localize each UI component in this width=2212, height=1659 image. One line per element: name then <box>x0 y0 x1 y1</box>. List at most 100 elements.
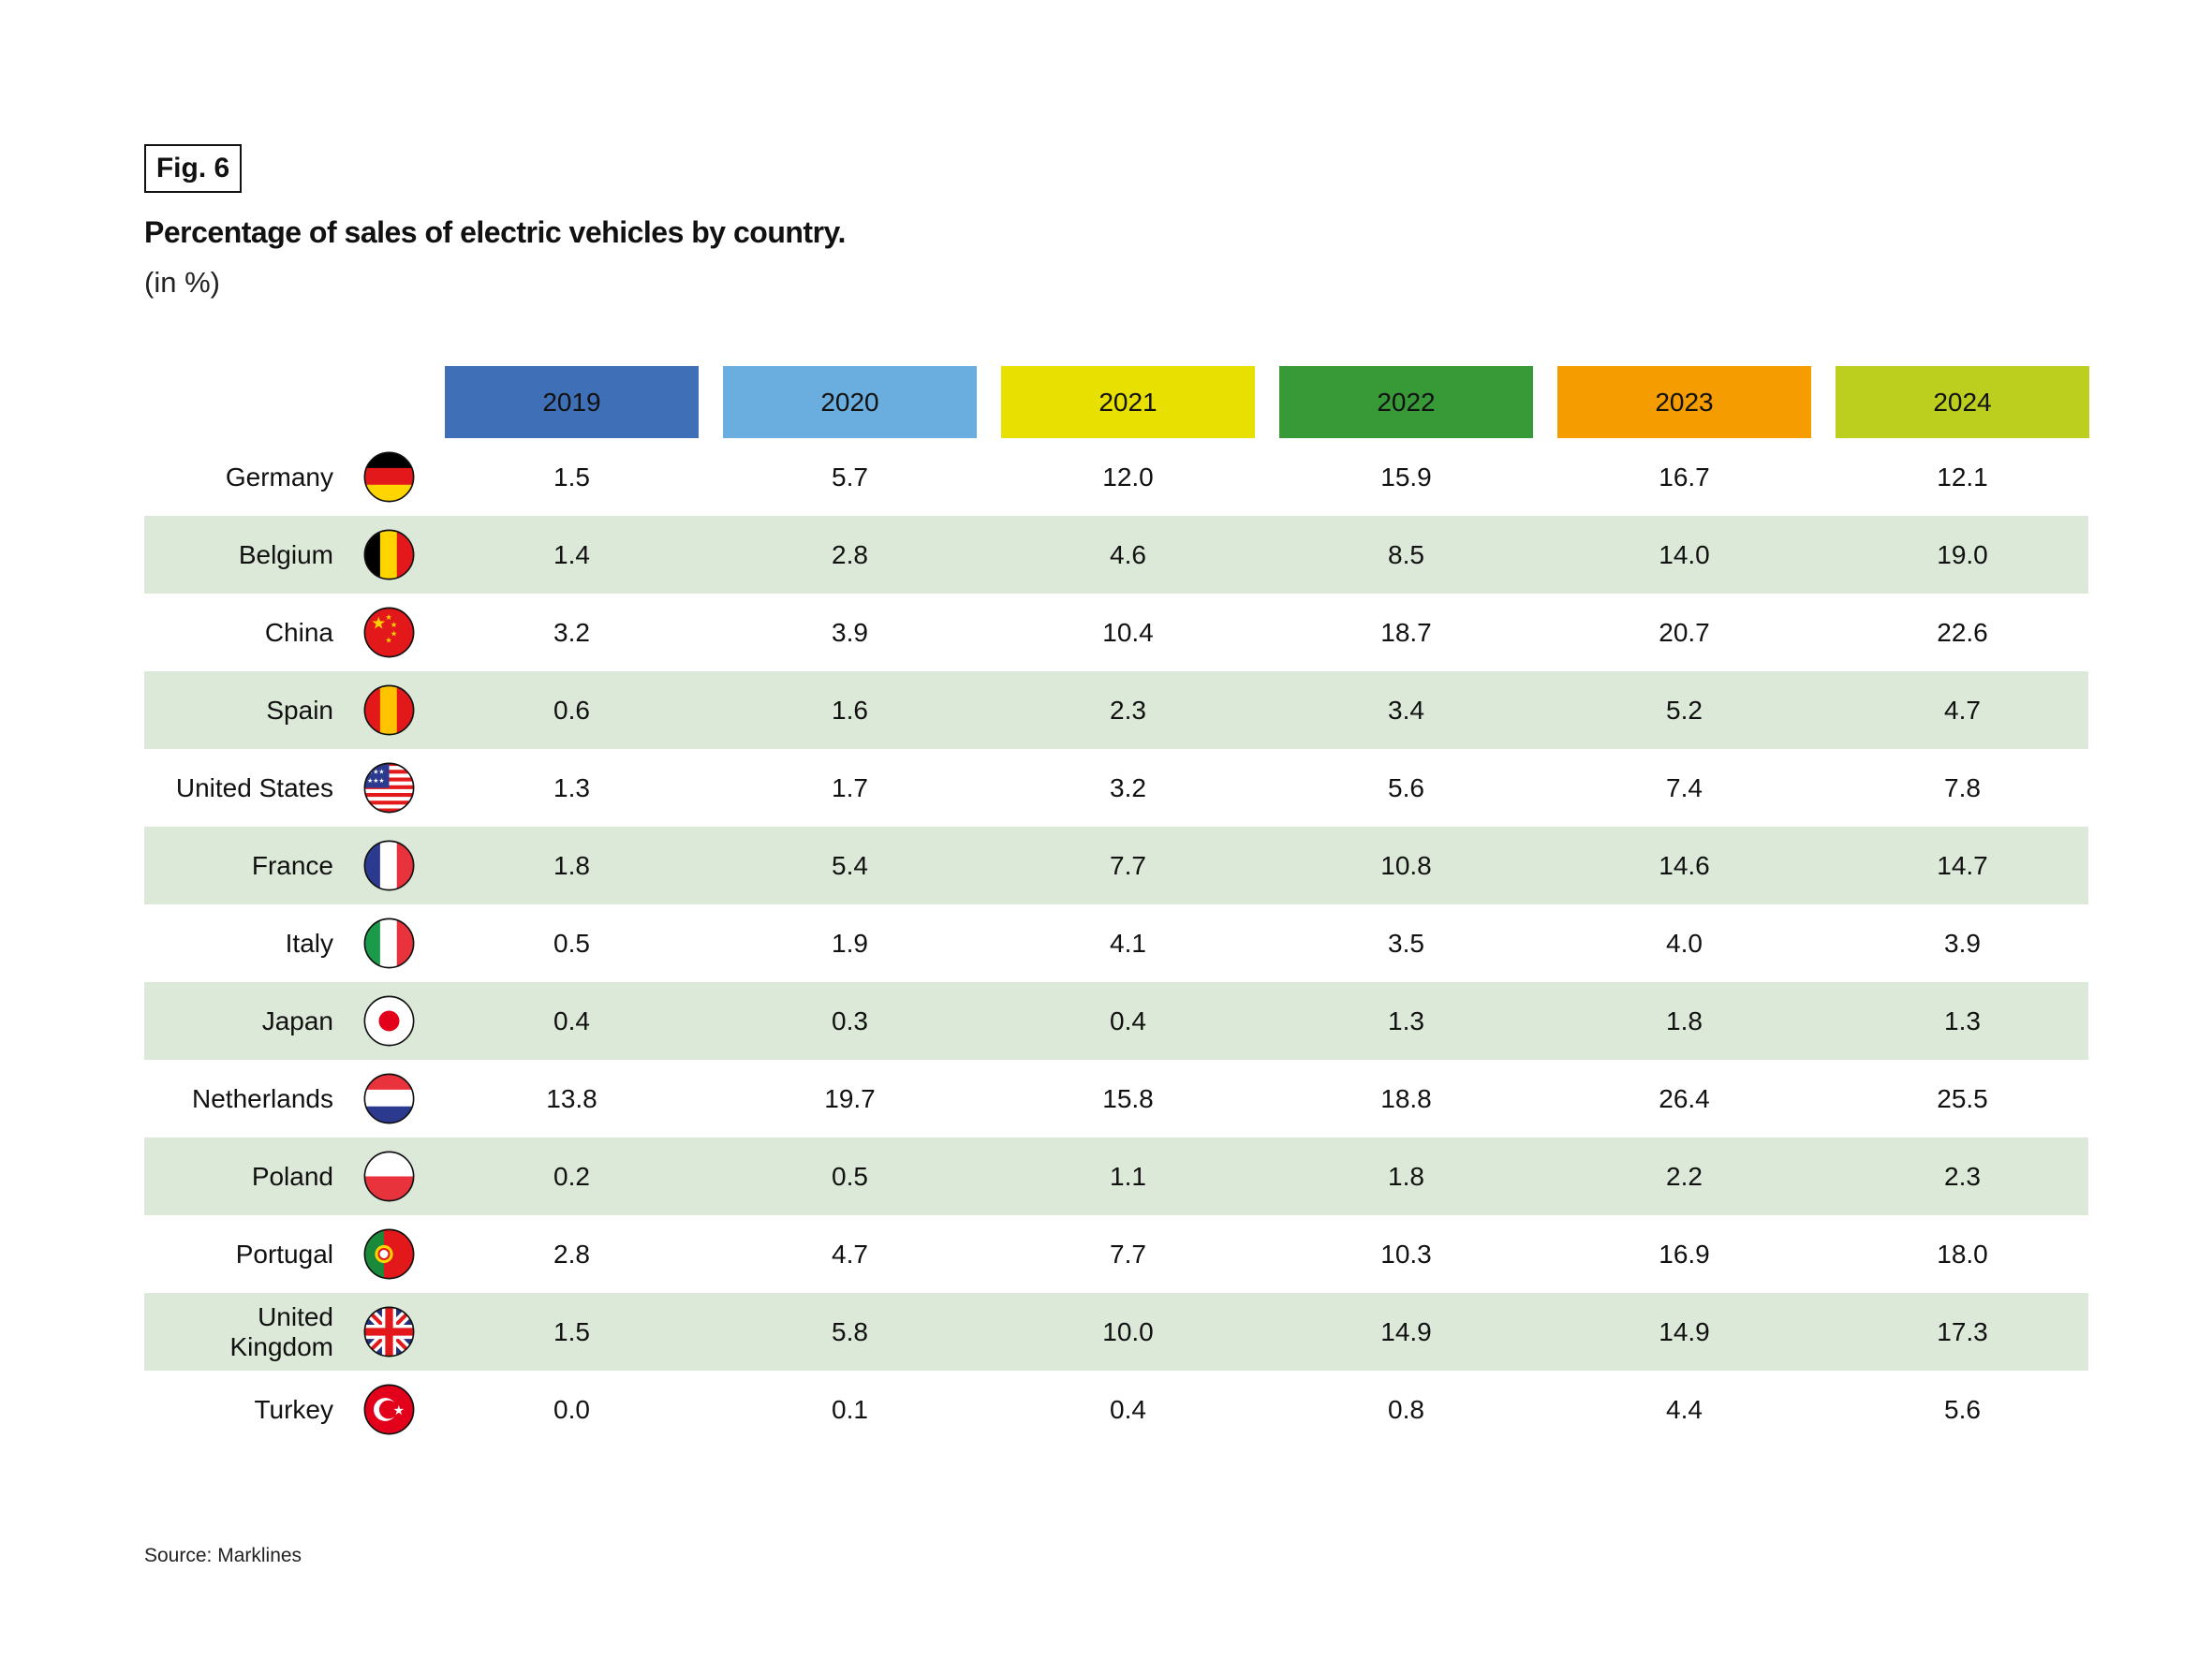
chart-title: Percentage of sales of electric vehicles… <box>144 215 846 249</box>
flag-pl-icon <box>363 1151 415 1202</box>
svg-text:★: ★ <box>385 637 391 645</box>
cell-value: 5.8 <box>832 1317 868 1346</box>
cell-value: 1.8 <box>1388 1162 1424 1191</box>
cell-value: 16.7 <box>1659 462 1710 492</box>
country-label: China <box>264 617 333 647</box>
unit-label: (in %) <box>144 266 220 299</box>
cell-value: 1.8 <box>1666 1006 1703 1035</box>
cell-value: 10.4 <box>1102 618 1154 647</box>
ev-sales-table: 2019 2020 2021 2022 2023 2024 Germany 1.5 5.7 12… <box>144 366 2089 1448</box>
flag-it-icon <box>363 918 415 969</box>
cell-value: 12.0 <box>1102 462 1154 492</box>
cell-value: 14.7 <box>1937 851 1988 880</box>
svg-text:★: ★ <box>391 621 397 629</box>
cell-value: 18.8 <box>1380 1084 1432 1113</box>
cell-value: 3.9 <box>832 618 868 647</box>
cell-value: 4.4 <box>1666 1395 1703 1424</box>
cell-value: 1.4 <box>553 540 590 569</box>
flag-fr-icon <box>363 840 415 891</box>
cell-value: 3.9 <box>1944 929 1981 958</box>
cell-value: 1.5 <box>553 462 590 492</box>
cell-value: 16.9 <box>1659 1240 1710 1269</box>
cell-value: 4.7 <box>832 1240 868 1269</box>
figure-label: Fig. 6 <box>144 144 242 193</box>
cell-value: 1.7 <box>832 773 868 802</box>
cell-value: 0.4 <box>1110 1006 1146 1035</box>
cell-value: 5.6 <box>1944 1395 1981 1424</box>
svg-text:★: ★ <box>371 613 386 632</box>
flag-be-icon <box>363 529 415 580</box>
cell-value: 25.5 <box>1937 1084 1988 1113</box>
table-row: Poland 0.2 0.5 1.1 1.8 2.2 2.3 <box>144 1138 2088 1215</box>
cell-value: 1.5 <box>553 1317 590 1346</box>
country-label: Germany <box>225 462 333 492</box>
column-header-2021: 2021 <box>1001 366 1255 438</box>
cell-value: 4.1 <box>1110 929 1146 958</box>
cell-value: 4.6 <box>1110 540 1146 569</box>
table-row: United Kingdom 1.5 5.8 10.0 14.9 14.9 17.3 <box>144 1293 2088 1371</box>
cell-value: 0.6 <box>553 696 590 725</box>
cell-value: 18.0 <box>1937 1240 1988 1269</box>
cell-value: 15.8 <box>1102 1084 1154 1113</box>
table-row: Spain 0.6 1.6 2.3 3.4 5.2 4.7 <box>144 671 2088 749</box>
cell-value: 18.7 <box>1380 618 1432 647</box>
flag-de-icon <box>363 451 415 503</box>
cell-value: 10.3 <box>1380 1240 1432 1269</box>
column-header-2020: 2020 <box>723 366 977 438</box>
country-label: Portugal <box>235 1239 333 1269</box>
country-label: United Kingdom <box>229 1301 333 1361</box>
cell-value: 0.1 <box>832 1395 868 1424</box>
header-row: 2019 2020 2021 2022 2023 2024 <box>144 366 2089 438</box>
table-row: Portugal 2.8 4.7 7.7 10.3 16.9 18.0 <box>144 1215 2088 1293</box>
cell-value: 3.2 <box>553 618 590 647</box>
cell-value: 13.8 <box>546 1084 597 1113</box>
table-row: Italy 0.5 1.9 4.1 3.5 4.0 3.9 <box>144 904 2088 982</box>
cell-value: 2.2 <box>1666 1162 1703 1191</box>
cell-value: 0.2 <box>553 1162 590 1191</box>
cell-value: 15.9 <box>1380 462 1432 492</box>
cell-value: 1.3 <box>1388 1006 1424 1035</box>
country-label: France <box>251 850 333 880</box>
cell-value: 26.4 <box>1659 1084 1710 1113</box>
cell-value: 2.8 <box>553 1240 590 1269</box>
cell-value: 0.5 <box>832 1162 868 1191</box>
cell-value: 7.4 <box>1666 773 1703 802</box>
country-label: Spain <box>266 695 333 725</box>
cell-value: 0.3 <box>832 1006 868 1035</box>
cell-value: 22.6 <box>1937 618 1988 647</box>
cell-value: 10.8 <box>1380 851 1432 880</box>
cell-value: 1.6 <box>832 696 868 725</box>
cell-value: 1.9 <box>832 929 868 958</box>
table-row: Belgium 1.4 2.8 4.6 8.5 14.0 19.0 <box>144 516 2088 594</box>
column-header-2023: 2023 <box>1557 366 1811 438</box>
cell-value: 0.4 <box>1110 1395 1146 1424</box>
table-row: Turkey ★ 0.0 0.1 0.4 0.8 4.4 5.6 <box>144 1371 2088 1448</box>
cell-value: 5.2 <box>1666 696 1703 725</box>
flag-jp-icon <box>363 995 415 1047</box>
cell-value: 5.4 <box>832 851 868 880</box>
svg-text:★: ★ <box>391 630 397 639</box>
flag-us-icon: ★★★ ★★★ <box>363 762 415 814</box>
table-body: Germany 1.5 5.7 12.0 15.9 16.7 12.1 Belgium 1.4 2… <box>144 438 2088 1448</box>
table-row: United States ★★★ ★★★ 1.3 1.7 3.2 5.6 7.4 7.8 <box>144 749 2088 827</box>
cell-value: 0.5 <box>553 929 590 958</box>
cell-value: 2.3 <box>1110 696 1146 725</box>
cell-value: 4.7 <box>1944 696 1981 725</box>
cell-value: 17.3 <box>1937 1317 1988 1346</box>
cell-value: 2.3 <box>1944 1162 1981 1191</box>
cell-value: 1.3 <box>1944 1006 1981 1035</box>
cell-value: 8.5 <box>1388 540 1424 569</box>
cell-value: 20.7 <box>1659 618 1710 647</box>
cell-value: 10.0 <box>1102 1317 1154 1346</box>
country-label: United States <box>175 772 333 802</box>
flag-es-icon <box>363 684 415 736</box>
table-row: Netherlands 13.8 19.7 15.8 18.8 26.4 25.5 <box>144 1060 2088 1138</box>
cell-value: 14.0 <box>1659 540 1710 569</box>
table-row: Japan 0.4 0.3 0.4 1.3 1.8 1.3 <box>144 982 2088 1060</box>
svg-text:★★★: ★★★ <box>367 769 384 775</box>
flag-pt-icon <box>363 1228 415 1280</box>
source-note: Source: Marklines <box>144 1545 302 1566</box>
country-label: Italy <box>285 928 333 958</box>
country-label: Poland <box>251 1161 333 1191</box>
flag-tr-icon: ★ <box>363 1384 415 1435</box>
